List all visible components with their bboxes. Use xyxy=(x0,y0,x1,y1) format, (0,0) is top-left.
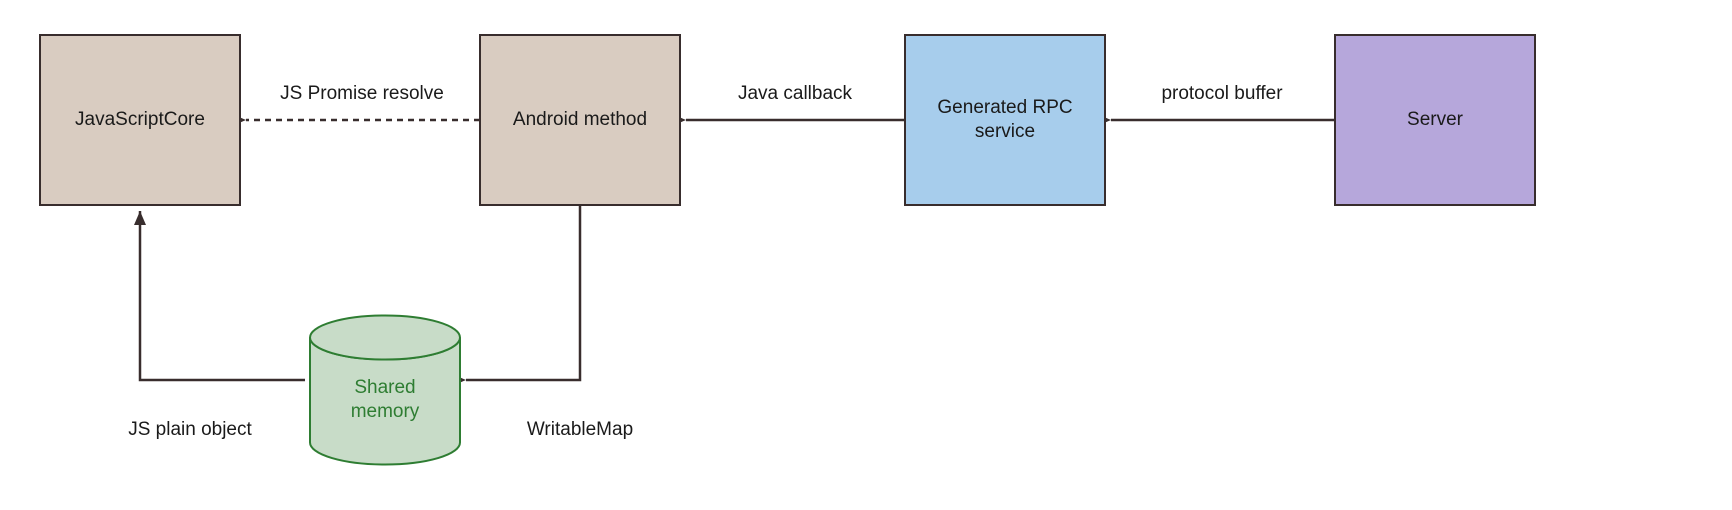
node-jsc: JavaScriptCore xyxy=(40,35,240,205)
edge-label: JS Promise resolve xyxy=(280,83,444,104)
node-server: Server xyxy=(1335,35,1535,205)
edge-label: WritableMap xyxy=(527,419,633,440)
node-label: Shared xyxy=(354,377,415,398)
edge-label: JS plain object xyxy=(128,419,252,440)
node-shared: Shared memory xyxy=(310,316,460,465)
node-label: Generated RPC xyxy=(937,97,1072,118)
node-label: service xyxy=(975,121,1035,142)
node-label: JavaScriptCore xyxy=(75,109,205,130)
node-label: Server xyxy=(1407,109,1464,130)
node-label: Android method xyxy=(513,109,647,130)
node-rpc: Generated RPC service xyxy=(905,35,1105,205)
node-label: memory xyxy=(351,401,420,422)
flow-diagram: JS Promise resolve Java callback protocol … xyxy=(0,0,1732,510)
edge-label: Java callback xyxy=(738,83,853,104)
node-android: Android method xyxy=(480,35,680,205)
diagram-canvas: JS Promise resolve Java callback protocol … xyxy=(0,0,1732,510)
edge-label: protocol buffer xyxy=(1161,83,1283,104)
